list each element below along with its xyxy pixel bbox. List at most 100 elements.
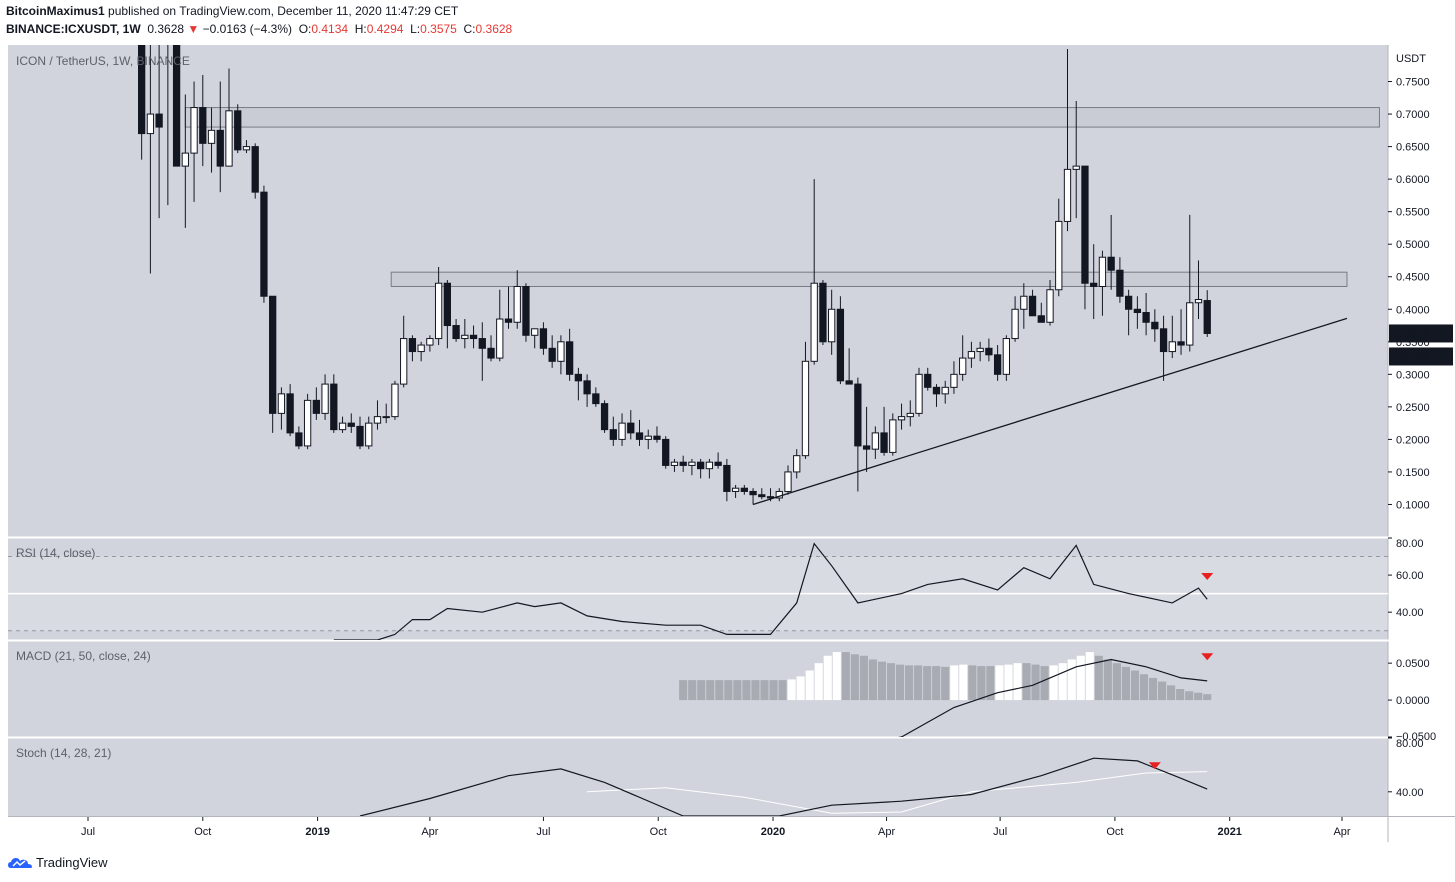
- candle-bearish: [714, 461, 722, 466]
- candle-bearish: [478, 338, 486, 349]
- candle-bearish: [819, 282, 827, 343]
- indicator-tick-label: 0.0000: [1396, 695, 1430, 707]
- candle-bullish: [644, 435, 652, 440]
- macd-histogram-bar: [832, 652, 841, 701]
- macd-histogram-bar: [1040, 666, 1049, 701]
- candle-bullish: [1194, 299, 1203, 304]
- last-price: 0.3628: [147, 22, 185, 36]
- candle-bullish: [959, 357, 967, 375]
- candle-bullish: [897, 416, 906, 421]
- indicator-title: Stoch (14, 28, 21): [16, 746, 111, 760]
- macd-histogram-bar: [859, 655, 868, 701]
- candle-bullish: [391, 383, 399, 418]
- candle-bearish: [234, 110, 242, 151]
- indicator-title: MACD (21, 50, close, 24): [16, 649, 151, 663]
- candle-bearish: [1151, 321, 1159, 330]
- pane-background: [8, 738, 1388, 816]
- candle-bearish: [1133, 308, 1142, 314]
- low-value: 0.3575: [420, 22, 457, 36]
- candle-bearish: [565, 341, 574, 375]
- open-value: 0.4134: [311, 22, 349, 36]
- candle-bearish: [662, 438, 670, 466]
- price-tick-label: 0.2000: [1396, 434, 1430, 446]
- candle-bearish: [260, 191, 268, 297]
- candle-bearish: [539, 328, 548, 349]
- candle-bearish: [600, 403, 609, 431]
- candle-bearish: [836, 308, 845, 382]
- price-tick-label: 0.6000: [1396, 174, 1430, 186]
- candle-bearish: [1107, 256, 1115, 271]
- candle-bearish: [766, 496, 775, 499]
- macd-histogram-bar: [977, 666, 986, 701]
- indicator-title: RSI (14, close): [16, 546, 95, 560]
- candle-bullish: [967, 351, 976, 359]
- macd-histogram-bar: [1013, 663, 1022, 701]
- candle-bullish: [1055, 220, 1063, 291]
- candle-bullish: [417, 344, 425, 353]
- candle-bearish: [347, 422, 355, 427]
- candle-bullish: [1011, 308, 1019, 340]
- indicator-tick-label: 0.0500: [1396, 658, 1430, 670]
- candle-bullish: [373, 416, 382, 424]
- macd-histogram-bar: [1049, 665, 1058, 701]
- macd-histogram-bar: [1085, 652, 1094, 701]
- indicator-pane: [679, 652, 1212, 737]
- candle-bearish: [574, 373, 583, 382]
- candle-bearish: [408, 338, 417, 353]
- macd-histogram-bar: [1157, 681, 1167, 701]
- candle-bullish: [1098, 256, 1107, 287]
- candle-bullish: [871, 432, 879, 450]
- time-tick-label: Oct: [1106, 826, 1123, 838]
- candle-bullish: [513, 285, 521, 323]
- candle-bullish: [531, 328, 539, 336]
- candle-bullish: [941, 386, 949, 395]
- candle-bullish: [1168, 341, 1176, 353]
- resistance-zone: [184, 107, 1380, 128]
- time-tick-label: Apr: [421, 826, 438, 838]
- candle-bullish: [190, 107, 198, 154]
- candle-bullish: [338, 422, 347, 431]
- macd-histogram-bar: [895, 664, 905, 701]
- high-value: 0.4294: [366, 22, 404, 36]
- candle-bearish: [862, 445, 871, 450]
- candle-bullish: [496, 318, 504, 359]
- candle-bullish: [434, 282, 443, 340]
- macd-histogram-bar: [932, 666, 941, 701]
- price-tick-label: 0.5000: [1396, 239, 1430, 251]
- author-name[interactable]: BitcoinMaximus1: [6, 4, 105, 18]
- candle-bearish: [1090, 282, 1098, 287]
- candle-bearish: [251, 146, 259, 193]
- candle-bullish: [426, 338, 434, 346]
- indicator-tick-label: 80.00: [1396, 538, 1424, 550]
- candle-bearish: [1159, 328, 1168, 353]
- candle-bearish: [1203, 300, 1211, 334]
- price-tick-label: 0.7000: [1396, 109, 1430, 121]
- price-pane: [138, 45, 1380, 506]
- candle-bearish: [1116, 269, 1124, 297]
- candle-bearish: [845, 380, 853, 385]
- candle-bearish: [583, 380, 591, 395]
- macd-histogram-bar: [1185, 691, 1194, 701]
- macd-histogram-bar: [1176, 689, 1185, 701]
- candle-bullish: [225, 110, 233, 167]
- macd-histogram-bar: [778, 680, 787, 701]
- indicator-tick-label: 60.00: [1396, 570, 1424, 582]
- tradingview-logo[interactable]: TradingView: [8, 855, 108, 870]
- price-tick-label: 0.2500: [1396, 402, 1430, 414]
- candle-bearish: [723, 464, 731, 492]
- candle-bearish: [548, 347, 556, 362]
- candle-bearish: [443, 282, 451, 327]
- macd-line: [897, 658, 1208, 737]
- macd-histogram-bar: [823, 655, 832, 701]
- macd-histogram-bar: [1148, 677, 1158, 701]
- macd-histogram-bar: [905, 665, 914, 701]
- candle-bullish: [365, 422, 373, 447]
- open-label: O:: [298, 22, 312, 36]
- macd-histogram-bar: [769, 680, 778, 701]
- ascending-support-line: [752, 317, 1348, 506]
- macd-histogram-bar: [724, 680, 733, 701]
- candle-bearish: [993, 354, 1002, 375]
- candle-bullish: [181, 152, 189, 167]
- candle-bearish: [740, 487, 748, 492]
